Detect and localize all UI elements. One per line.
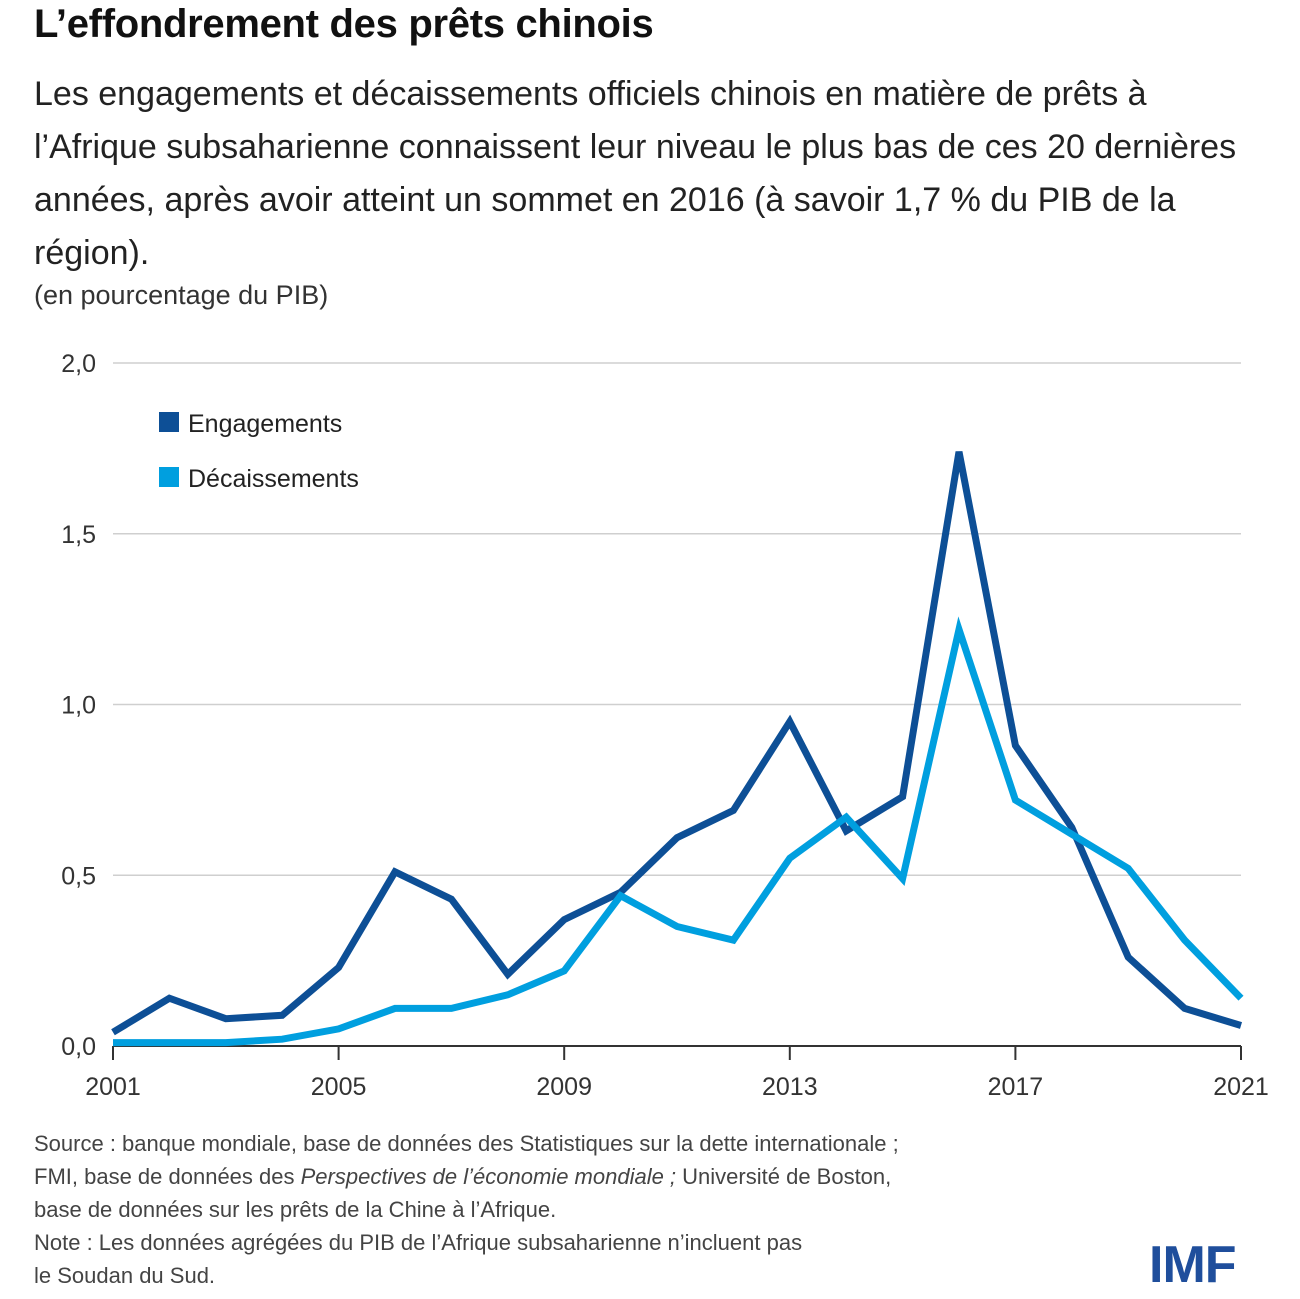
imf-logo: IMF: [1149, 1236, 1237, 1294]
y-tick-label: 1,0: [61, 692, 96, 720]
source-text: Université de Boston,: [676, 1164, 892, 1189]
source-line: Source : banque mondiale, base de donnée…: [34, 1131, 899, 1156]
y-tick-label: 2,0: [61, 350, 96, 378]
x-tick-label: 2013: [762, 1073, 818, 1101]
unit-note: (en pourcentage du PIB): [34, 280, 329, 310]
legend-label: Décaissements: [188, 465, 359, 493]
source-publication: Perspectives de l’économie mondiale ;: [300, 1164, 677, 1189]
x-tick-label: 2017: [988, 1073, 1044, 1101]
note-line: Note : Les données agrégées du PIB de l’…: [34, 1230, 803, 1255]
note-line: le Soudan du Sud.: [34, 1263, 216, 1288]
y-tick-label: 1,5: [61, 521, 96, 549]
series-line-engagements: [111, 451, 1243, 1036]
x-tick-label: 2021: [1213, 1073, 1269, 1101]
y-tick-label: 0,0: [61, 1033, 96, 1061]
source-notes: Source : banque mondiale, base de donnée…: [34, 1127, 1094, 1292]
x-tick-label: 2001: [85, 1073, 141, 1101]
chart-title: L’effondrement des prêts chinois: [34, 2, 654, 46]
x-tick-label: 2005: [311, 1073, 367, 1101]
source-line: FMI, base de données des Perspectives de…: [34, 1160, 1094, 1193]
legend-swatch: [159, 467, 179, 487]
chart-subtitle: Les engagements et décaissements officie…: [34, 75, 1237, 272]
legend-label: Engagements: [188, 410, 342, 438]
source-line: base de données sur les prêts de la Chin…: [34, 1197, 557, 1222]
legend-swatch: [159, 412, 179, 432]
x-tick-label: 2009: [536, 1073, 592, 1101]
line-chart: 0,0 0,5 1,0 1,5 2,0 2001 2005 2009 2013 2017 2021 E…: [61, 350, 1269, 1101]
series-line-d-caissements: [113, 616, 1244, 1047]
source-text: FMI, base de données des: [34, 1164, 301, 1189]
y-tick-label: 0,5: [61, 862, 96, 890]
